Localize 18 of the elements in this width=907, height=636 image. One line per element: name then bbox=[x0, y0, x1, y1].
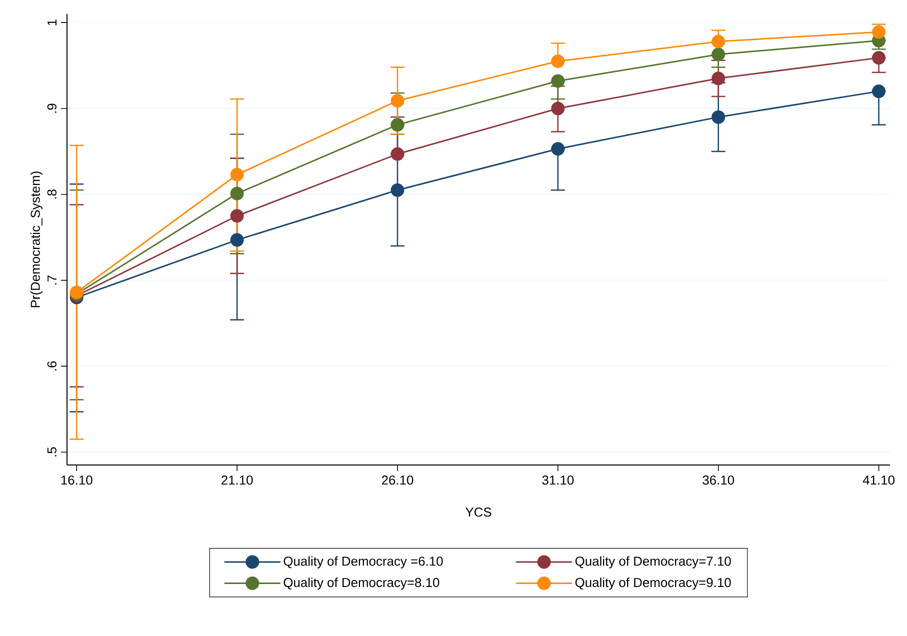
x-tick-label: 36.10 bbox=[702, 476, 734, 485]
y-tick-label: .5 bbox=[47, 447, 56, 456]
y-tick-label: .7 bbox=[48, 276, 56, 285]
x-axis-title: YCS bbox=[465, 508, 492, 517]
legend-label: Quality of Democracy=8.10 bbox=[284, 578, 440, 590]
legend-label: Quality of Democracy=9.10 bbox=[575, 578, 731, 590]
y-axis-title: Pr(Democratic_System) bbox=[30, 172, 42, 308]
y-tick-label: 1 bbox=[48, 20, 56, 26]
x-tick-label: 41.10 bbox=[862, 476, 894, 485]
x-tick-label: 16.10 bbox=[61, 476, 92, 485]
y-tick-label: .9 bbox=[47, 104, 56, 113]
x-tick-label: 31.10 bbox=[542, 476, 574, 485]
legend-label: Quality of Democracy =6.10 bbox=[284, 556, 443, 568]
legend-label: Quality of Democracy=7.10 bbox=[575, 556, 731, 568]
y-tick-label: .6 bbox=[47, 361, 56, 370]
x-tick-label: 26.10 bbox=[382, 476, 414, 485]
x-tick-label: 21.10 bbox=[222, 476, 253, 485]
y-tick-label: .8 bbox=[47, 190, 56, 199]
